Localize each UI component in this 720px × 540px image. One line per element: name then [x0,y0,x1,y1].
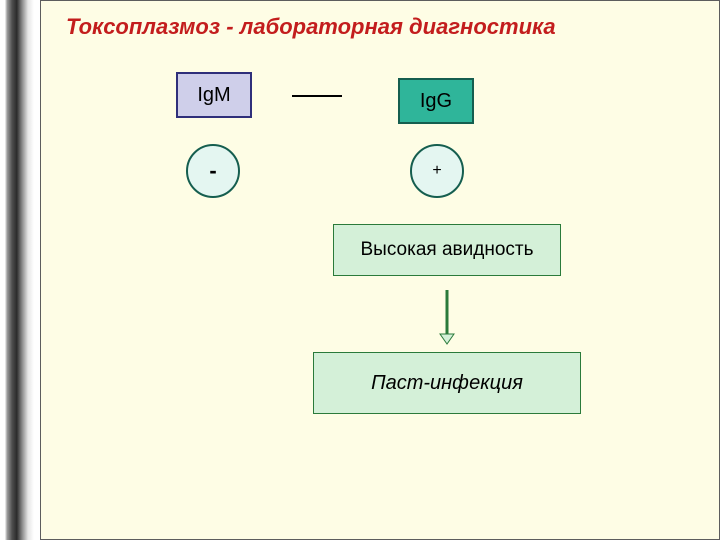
edge-avidity-past [0,0,720,540]
edge-avidity-past-arrowhead [440,334,454,344]
